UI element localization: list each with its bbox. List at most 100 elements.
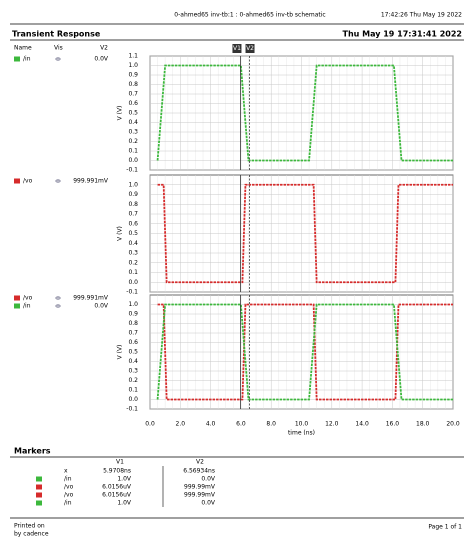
cursor-tag [245,44,255,53]
vis-pupil [57,58,59,60]
vis-icon [55,304,61,308]
marker-v2: 999.99mV [184,484,216,491]
markers-col: V2 [196,459,204,466]
col-name: Name [14,45,32,52]
y-tick-label: 0.9 [128,311,138,318]
y-tick-label: 0.4 [128,119,138,126]
marker-v1: 1.0V [117,500,132,507]
y-tick-label: 0.2 [128,377,138,384]
y-tick-label: 0.9 [128,191,138,198]
y-tick-label: -0.1 [126,167,138,174]
y-tick-label: 0.3 [128,250,138,257]
y-tick-label: 0.7 [128,211,138,218]
session: 0-ahmed65 inv-tb:1 : 0-ahmed65 inv-tb sc… [174,12,325,19]
x-tick-label: 14.0 [355,421,369,428]
y-tick-label: 1.0 [128,181,138,188]
line [156,303,453,401]
marker-v2: 999.99mV [184,492,216,499]
vis-pupil [57,305,59,307]
y-tick-label: -0.1 [126,406,138,413]
vis-pupil [57,297,59,299]
legend-swatch [14,303,20,309]
col-v2: V2 [100,45,108,52]
y-tick-label: 0.3 [128,368,138,375]
y-axis-label: V (V) [117,106,124,121]
y-tick-label: 0.0 [128,157,138,164]
y-tick-label: 0.6 [128,220,138,227]
y-tick-label: 0.5 [128,349,138,356]
vis-icon [55,57,61,61]
footer-by: by cadence [14,531,49,538]
legend-name: /in [23,303,31,310]
y-tick-label: 0.6 [128,100,138,107]
legend-name: /vo [23,295,33,302]
y-tick-label: 0.8 [128,320,138,327]
marker-swatch [36,484,42,490]
vis-icon [55,296,61,300]
date: Thu May 19 17:31:41 2022 [342,30,462,39]
x-tick-label: 18.0 [416,421,430,428]
marker-name: /in [64,476,72,483]
x-axis-label: time (ns) [288,430,315,437]
markers-col: V1 [116,459,124,466]
x-tick-label: 8.0 [266,421,276,428]
marker-name: x [64,468,68,475]
x-tick-label: 4.0 [206,421,216,428]
title: Transient Response [12,30,101,39]
cursor-label: V1 [233,45,241,52]
y-tick-label: 0.1 [128,387,138,394]
y-tick-label: 0.3 [128,129,138,136]
marker-swatch [36,492,42,498]
markers-title: Markers [14,447,51,456]
legend-swatch [14,56,20,62]
y-tick-label: 0.4 [128,358,138,365]
print-time: 17:42:26 Thu May 19 2022 [381,12,462,19]
y-tick-label: 1.0 [128,301,138,308]
y-tick-label: 0.1 [128,148,138,155]
y-tick-label: 0.5 [128,230,138,237]
y-tick-label: -0.1 [126,289,138,296]
cursor-label: V2 [246,45,254,52]
footer-page: Page 1 of 1 [428,524,462,531]
vis-pupil [57,180,59,182]
y-tick-label: 0.9 [128,72,138,79]
y-axis-label: V (V) [117,345,124,360]
vis-icon [55,179,61,183]
marker-name: /vo [64,484,74,491]
legend-value: 999.991mV [73,178,109,185]
legend-swatch [14,178,20,184]
marker-swatch [36,500,42,506]
y-tick-label: 0.7 [128,91,138,98]
footer-printed: Printed on [14,523,45,530]
y-tick-label: 0.0 [128,396,138,403]
x-tick-label: 0.0 [145,421,155,428]
line [156,64,453,162]
y-tick-label: 0.8 [128,81,138,88]
marker-v1: 6.0156uV [102,492,132,499]
marker-name: /vo [64,492,74,499]
x-tick-label: 6.0 [236,421,246,428]
x-tick-label: 20.0 [446,421,460,428]
col-vis: Vis [54,45,63,52]
x-tick-label: 2.0 [176,421,186,428]
marker-name: /in [64,500,72,507]
marker-v1: 6.0156uV [102,484,132,491]
marker-v2: 6.56934ns [183,468,215,475]
x-tick-label: 16.0 [386,421,400,428]
line [157,183,453,284]
cursor-tag [232,44,242,53]
y-tick-label: 0.6 [128,339,138,346]
marker-v2: 0.0V [201,476,216,483]
x-tick-label: 12.0 [325,421,339,428]
y-tick-label: 1.0 [128,62,138,69]
marker-swatch [36,476,42,482]
marker-v2: 0.0V [201,500,216,507]
y-axis-label: V (V) [117,226,124,241]
y-tick-label: 0.1 [128,269,138,276]
x-tick-label: 10.0 [295,421,309,428]
y-tick-label: 0.7 [128,330,138,337]
y-tick-label: 0.4 [128,240,138,247]
legend-value: 0.0V [94,56,109,63]
y-tick-label: 0.0 [128,279,138,286]
